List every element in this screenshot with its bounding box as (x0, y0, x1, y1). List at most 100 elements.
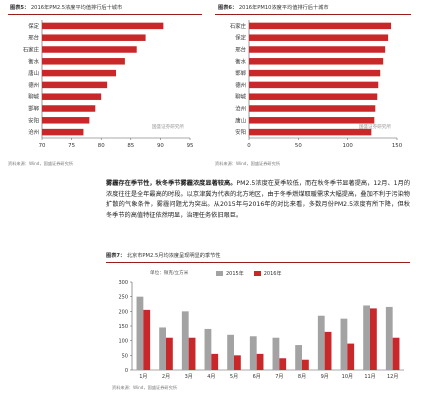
figure7-chart: 0 50 100 150 200 250 300 1月 2月 3月 4月 5月 6月 7月 8月 9月 10月 1… (118, 280, 404, 380)
fig7-y-tick-label: 250 (118, 295, 128, 301)
figure6-tag: 图表6： (218, 5, 238, 11)
fig7-bar-2015年 (136, 296, 144, 370)
fig5-bar (42, 81, 108, 89)
legend-2016-swatch (253, 271, 261, 276)
fig5-x-tick-label: 70 (39, 143, 46, 149)
fig6-bar (249, 46, 386, 53)
fig6-x-tick-label: 50 (295, 143, 302, 149)
fig6-bar (249, 93, 378, 100)
fig7-bar-2016年 (234, 355, 241, 370)
fig7-bar-2016年 (166, 337, 173, 370)
fig6-category-label: 沧州 (235, 105, 246, 113)
fig5-bar (42, 128, 84, 136)
fig5-category-label: 唐山 (28, 69, 39, 77)
fig6-category-label: 安阳 (235, 128, 246, 136)
fig7-bar-2016年 (188, 337, 196, 370)
fig5-bar (42, 58, 125, 65)
fig7-x-tick-label: 11月 (364, 374, 375, 380)
fig6-bar (249, 105, 376, 112)
fig5-category-label: 沧州 (28, 128, 39, 136)
fig7-x-tick-label: 3月 (185, 374, 193, 380)
fig6-bar (249, 81, 379, 89)
fig7-x-tick-label: 5月 (230, 374, 238, 380)
fig5-category-label: 保定 (28, 22, 39, 30)
fig7-y-tick-label: 300 (118, 280, 128, 286)
fig5-bar (42, 105, 96, 112)
fig7-x-tick-label: 2月 (162, 374, 170, 380)
figure7-source: 资料来源：Wind，国盛证券研究所 (112, 385, 177, 390)
fig7-bar-2016年 (302, 359, 309, 370)
fig5-x-tick-label: 85 (127, 143, 134, 149)
legend-2016-label: 2016年 (263, 271, 282, 277)
fig7-bar-2016年 (347, 343, 355, 370)
fig6-bar (249, 117, 375, 124)
fig5-bar (42, 117, 90, 124)
figure5-tag: 图表5： (10, 5, 30, 11)
figure7-rule (106, 262, 410, 263)
fig5-bar (42, 22, 164, 30)
legend-2015-swatch (216, 271, 223, 276)
fig7-x-tick-label: 1月 (139, 374, 147, 380)
fig7-x-tick-label: 12月 (387, 374, 398, 380)
figure6-source: 资料来源：Wind，国盛证券研究所 (215, 161, 280, 166)
fig7-y-tick-label: 50 (122, 353, 128, 359)
fig6-watermark: 国盛证券研究所 (359, 123, 392, 130)
fig7-bar-2016年 (324, 331, 332, 370)
figure6-subtitle: 2016年PM10浓度平均值排行后十城市 (238, 5, 329, 11)
fig6-category-label: 邢台 (235, 46, 246, 54)
figure5-title: 图表5： 2016年PM2.5浓度平均值排行后十城市 (10, 4, 122, 11)
fig7-x-tick-label: 10月 (342, 374, 353, 380)
figure5-subtitle: 2016年PM2.5浓度平均值排行后十城市 (30, 5, 123, 11)
fig7-y-tick-label: 100 (118, 339, 128, 345)
fig6-category-label: 保定 (235, 34, 246, 42)
fig5-category-label: 安阳 (28, 116, 39, 124)
fig6-category-label: 衡水 (235, 57, 246, 65)
fig7-x-tick-label: 6月 (253, 374, 261, 380)
legend-2015: 2015年 (216, 270, 244, 277)
fig7-bar-2016年 (279, 358, 287, 370)
figure5-rule (8, 14, 202, 15)
fig6-category-label: 德州 (235, 81, 246, 89)
fig5-category-label: 邯郸 (28, 105, 39, 113)
figure7-legend: 2015年 2016年 (216, 270, 281, 277)
body-paragraph: 雾霾存在季节性，秋冬季节雾霾浓度显著较高。PM2.5浓度在夏季较低，而在秋冬季节… (106, 179, 410, 221)
fig7-bar-2015年 (363, 305, 370, 370)
figure5-source: 资料来源：Wind，国盛证券研究所 (8, 161, 73, 166)
fig7-bar-2015年 (340, 318, 348, 370)
fig6-category-label: 唐山 (235, 116, 246, 124)
fig6-x-tick-label: 150 (392, 143, 403, 149)
fig5-bar (42, 34, 146, 41)
fig6-bar (249, 58, 384, 65)
fig6-x-tick-label: 0 (247, 143, 251, 149)
fig7-bar-2015年 (204, 328, 212, 370)
fig7-bar-2016年 (370, 308, 377, 370)
fig5-x-tick-label: 75 (68, 143, 75, 149)
fig5-bar (42, 46, 137, 53)
fig6-bar (249, 22, 392, 30)
figure7-subtitle: 北京市PM2.5月均浓度呈现明显的季节性 (126, 253, 221, 259)
fig7-bar-2015年 (295, 345, 302, 370)
fig5-category-label: 聊城 (28, 93, 39, 101)
fig5-x-tick-label: 95 (187, 143, 194, 149)
fig7-bar-2016年 (392, 337, 400, 370)
fig7-y-tick-label: 150 (118, 324, 128, 330)
fig7-bar-2016年 (256, 353, 264, 370)
body-text: PM2.5浓度在夏季较低，而在秋冬季节显著提高，12月、1月的浓度往往是全年最高… (106, 180, 411, 219)
fig5-watermark: 国盛证券研究所 (152, 123, 185, 130)
figure7-title: 图表7： 北京市PM2.5月均浓度呈现明显的季节性 (106, 252, 221, 259)
figure7-tag: 图表7： (106, 253, 126, 259)
fig7-x-tick-label: 7月 (275, 374, 283, 380)
fig6-bar (249, 128, 372, 136)
legend-2016: 2016年 (253, 270, 282, 277)
fig5-x-tick-label: 80 (98, 143, 105, 149)
fig5-category-label: 德州 (28, 81, 39, 89)
fig7-bar-2015年 (181, 311, 189, 370)
figure6-title: 图表6： 2016年PM10浓度平均值排行后十城市 (218, 4, 329, 11)
figure6-rule (215, 14, 411, 15)
fig5-category-label: 衡水 (28, 57, 39, 65)
fig5-bar (42, 69, 116, 77)
body-lead: 雾霾存在季节性，秋冬季节雾霾浓度显著较高。 (106, 180, 237, 187)
fig7-bar-2015年 (385, 306, 393, 370)
fig7-bar-2015年 (317, 315, 325, 370)
